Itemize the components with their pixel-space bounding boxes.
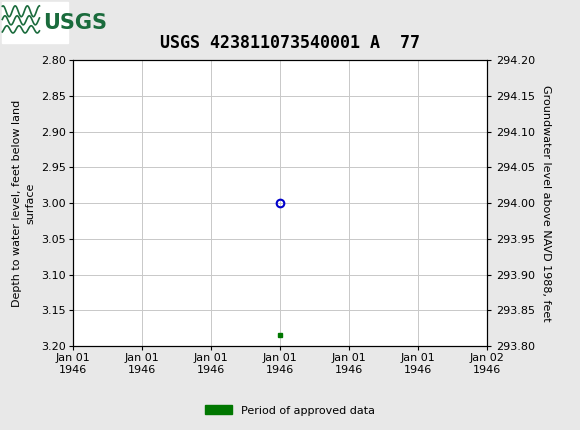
Y-axis label: Groundwater level above NAVD 1988, feet: Groundwater level above NAVD 1988, feet (541, 85, 551, 322)
Text: USGS 423811073540001 A  77: USGS 423811073540001 A 77 (160, 34, 420, 52)
Text: USGS: USGS (44, 12, 107, 33)
FancyBboxPatch shape (2, 2, 68, 43)
Y-axis label: Depth to water level, feet below land
surface: Depth to water level, feet below land su… (12, 100, 35, 307)
Legend: Period of approved data: Period of approved data (200, 401, 380, 420)
